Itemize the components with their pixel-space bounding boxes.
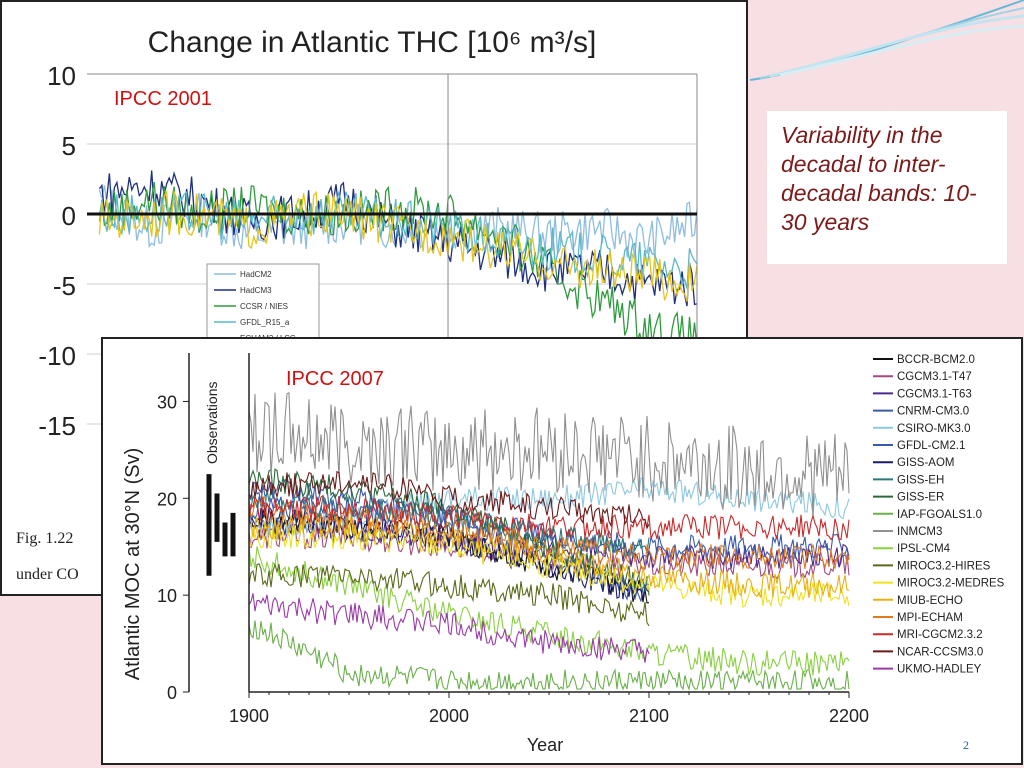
series-line-ukmo-hadley [248, 593, 650, 663]
note-box: Variability in the decadal to inter-deca… [767, 111, 1007, 264]
legend-label: CSIRO-MK3.0 [897, 423, 971, 435]
x-tick-label: 2000 [429, 706, 469, 726]
ipcc-2007-figure: 0 10 20 30 1900 2000 2100 2200 Observations Atl… [101, 337, 1023, 765]
observations-bars [206, 474, 236, 576]
legend-label: GFDL-CM2.1 [897, 440, 965, 452]
chart-axes: 0 10 20 30 1900 2000 2100 2200 [157, 353, 869, 726]
legend-label: MPI-ECHAM [897, 612, 963, 624]
series-line-miroc3-2-hires [248, 562, 650, 627]
x-tick-label: 1900 [229, 706, 269, 726]
legend-label: MRI-CGCM2.3.2 [897, 629, 983, 641]
figure-caption-line2: under CO [16, 566, 79, 583]
legend-label: GISS-ER [897, 492, 944, 504]
series-line-gfdl-r15-a [98, 190, 698, 289]
note-text: Variability in the decadal to inter-deca… [781, 122, 977, 235]
legend-label: IAP-FGOALS1.0 [897, 509, 982, 521]
x-tick-label: 2200 [829, 706, 869, 726]
y-tick-label: 0 [167, 683, 177, 703]
series-line-ncar-ccsm3-0 [248, 470, 650, 530]
legend-label: CGCM3.1-T47 [897, 371, 972, 383]
x-tick-label: 2100 [629, 706, 669, 726]
series-line-echam3-lsg [98, 189, 698, 302]
slide-number: 2 [963, 738, 969, 752]
series-line-inmcm3 [248, 391, 850, 517]
y-tick-label: -5 [53, 271, 76, 301]
figure-caption-line1: Fig. 1.22 [16, 530, 74, 547]
ipcc-2001-label: IPCC 2001 [114, 88, 212, 110]
legend-label: CNRM-CM3.0 [897, 406, 969, 418]
legend-label: BCCR-BCM2.0 [897, 354, 975, 366]
y-tick-label: 10 [47, 61, 76, 91]
series-line-iap-fgoals1-0 [248, 620, 850, 692]
legend-label: NCAR-CCSM3.0 [897, 646, 983, 658]
y-tick-label: 10 [157, 586, 177, 606]
series-line-miub-echo [248, 513, 850, 598]
ipcc-2007-label: IPCC 2007 [286, 368, 384, 390]
decorative-swoosh [749, 0, 1024, 81]
series-line-mri-cgcm2-3-2 [248, 494, 850, 541]
chart-legend: BCCR-BCM2.0 CGCM3.1-T47 CGCM3.1-T63 CNRM-CM… [873, 354, 1005, 676]
legend-label: CCSR / NIES [240, 302, 288, 311]
series-line-ipsl-cm4 [248, 545, 850, 677]
legend-label: CGCM3.1-T63 [897, 388, 972, 400]
y-tick-label: -15 [38, 411, 76, 441]
legend-label: MIUB-ECHO [897, 595, 963, 607]
y-tick-label: -10 [38, 341, 76, 371]
series-line-hadcm3 [98, 170, 698, 307]
y-tick-label: 0 [62, 201, 76, 231]
legend-label: MIROC3.2-MEDRES [897, 578, 1005, 590]
x-axis-label: Year [527, 735, 563, 755]
y-tick-label: 30 [157, 392, 177, 412]
legend-label: UKMO-HADLEY [897, 664, 982, 676]
observations-label: Observations [204, 382, 220, 464]
chart-title: Change in Atlantic THC [10⁶ m³/s] [148, 26, 597, 59]
legend-label: GISS-AOM [897, 457, 955, 469]
legend-label: HadCM3 [240, 286, 272, 295]
legend-label: INMCM3 [897, 526, 942, 538]
series-line-miroc3-2-medres [248, 524, 850, 608]
moc-chart: 0 10 20 30 1900 2000 2100 2200 Observations Atl… [122, 353, 1005, 755]
legend-label: IPSL-CM4 [897, 543, 951, 555]
legend-label: HadCM2 [240, 270, 272, 279]
legend-label: GISS-EH [897, 474, 944, 486]
y-tick-label: 5 [62, 131, 76, 161]
legend-label: MIROC3.2-HIRES [897, 560, 991, 572]
y-axis-label: Atlantic MOC at 30°N (Sv) [122, 448, 144, 681]
legend-label: GFDL_R15_a [240, 318, 290, 327]
chart-series-group [98, 170, 698, 359]
chart-series-group [248, 391, 850, 692]
chart-axes: 10 5 0 -5 -10 -15 [38, 61, 698, 441]
y-tick-label: 20 [157, 489, 177, 509]
